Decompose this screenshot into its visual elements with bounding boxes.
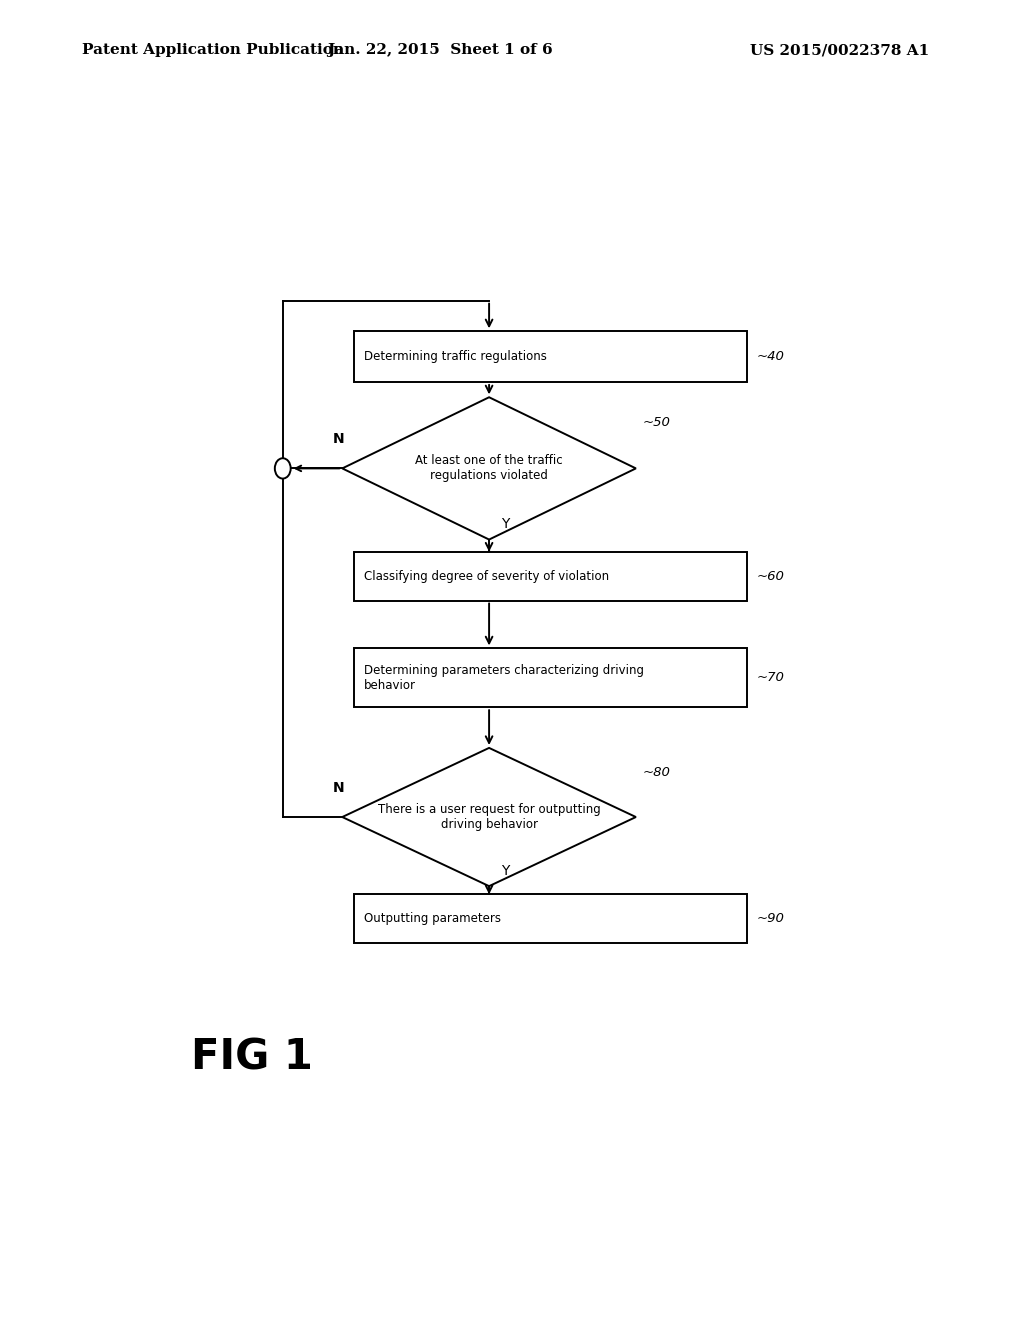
Polygon shape [342, 748, 636, 886]
Text: US 2015/0022378 A1: US 2015/0022378 A1 [750, 44, 930, 57]
FancyBboxPatch shape [354, 894, 748, 942]
Text: Jan. 22, 2015  Sheet 1 of 6: Jan. 22, 2015 Sheet 1 of 6 [328, 44, 553, 57]
Text: Patent Application Publication: Patent Application Publication [82, 44, 344, 57]
Text: Outputting parameters: Outputting parameters [364, 912, 501, 925]
Text: There is a user request for outputting
driving behavior: There is a user request for outputting d… [378, 803, 600, 832]
Text: N: N [333, 780, 344, 795]
Text: Determining traffic regulations: Determining traffic regulations [364, 350, 547, 363]
Text: At least one of the traffic
regulations violated: At least one of the traffic regulations … [416, 454, 563, 482]
FancyBboxPatch shape [354, 552, 748, 601]
Text: ~50: ~50 [642, 416, 670, 429]
Text: N: N [333, 432, 344, 446]
Text: Y: Y [501, 517, 509, 532]
Polygon shape [342, 397, 636, 540]
Text: ~40: ~40 [757, 350, 784, 363]
Text: ~90: ~90 [757, 912, 784, 925]
Text: Classifying degree of severity of violation: Classifying degree of severity of violat… [364, 570, 609, 582]
Text: Y: Y [501, 865, 509, 878]
Text: Determining parameters characterizing driving
behavior: Determining parameters characterizing dr… [364, 664, 644, 692]
Text: FIG 1: FIG 1 [191, 1038, 313, 1078]
Text: ~80: ~80 [642, 766, 670, 779]
FancyBboxPatch shape [354, 331, 748, 381]
Text: ~70: ~70 [757, 672, 784, 684]
FancyBboxPatch shape [354, 648, 748, 708]
Text: ~60: ~60 [757, 570, 784, 582]
